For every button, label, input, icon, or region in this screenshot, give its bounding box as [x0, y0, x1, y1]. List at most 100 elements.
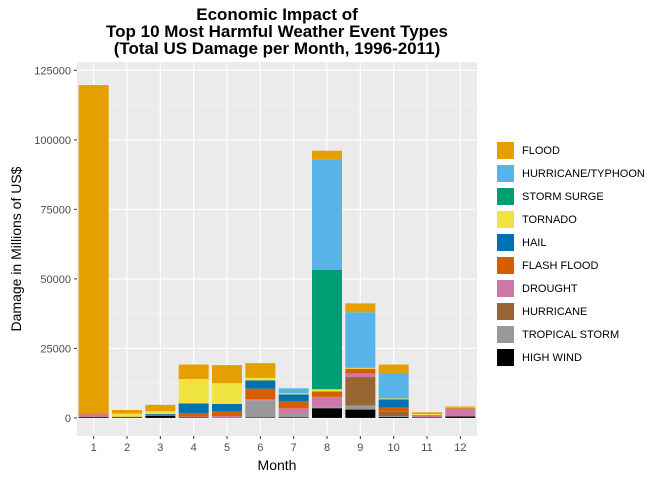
- bar-tornado-month-6: [245, 377, 276, 381]
- bar-hurricane-typhoon-month-7: [278, 388, 309, 394]
- legend-label: FLOOD: [522, 144, 560, 157]
- legend-item-hail: HAIL: [496, 231, 645, 254]
- bar-hurricane-month-9: [345, 377, 376, 406]
- bar-flash-flood-month-12: [445, 408, 476, 410]
- bar-flood-month-8: [312, 150, 342, 160]
- bar-storm-surge-month-8: [312, 269, 342, 390]
- legend-label: STORM SURGE: [522, 190, 604, 203]
- bar-tornado-month-5: [212, 383, 242, 405]
- bar-hail-month-6: [245, 380, 276, 389]
- bar-flash-flood-month-9: [345, 368, 376, 374]
- bar-tropical-storm-month-9: [345, 405, 376, 410]
- x-tick-label: 8: [324, 442, 330, 454]
- legend-swatch: [496, 187, 515, 206]
- bar-drought-month-9: [345, 373, 376, 378]
- legend-label: TORNADO: [522, 213, 577, 226]
- bar-flash-flood-month-3: [145, 414, 176, 416]
- bar-flood-month-3: [145, 404, 176, 412]
- legend-item-tropical-storm: TROPICAL STORM: [496, 323, 645, 346]
- bar-hail-month-4: [178, 403, 209, 413]
- legend-label: HIGH WIND: [522, 351, 582, 364]
- plot-panel: [77, 62, 477, 436]
- bar-tropical-storm-month-10: [378, 415, 409, 417]
- legend-swatch: [496, 256, 515, 275]
- legend-label: HURRICANE: [522, 305, 588, 318]
- x-tick-label: 7: [291, 442, 297, 454]
- legend-swatch: [496, 141, 515, 160]
- bar-flash-flood-month-4: [178, 412, 209, 417]
- bar-high-wind-month-4: [178, 417, 209, 418]
- bar-flood-month-2: [112, 410, 142, 414]
- legend-item-hurricane-typhoon: HURRICANE/TYPHOON: [496, 162, 645, 185]
- bar-flash-flood-month-10: [378, 407, 409, 412]
- bar-high-wind-month-12: [445, 416, 476, 418]
- bar-hail-month-10: [378, 399, 409, 408]
- legend-label: DROUGHT: [522, 282, 578, 295]
- x-tick-label: 6: [257, 442, 263, 454]
- legend-label: HURRICANE/TYPHOON: [522, 167, 645, 180]
- bar-hurricane-month-10: [378, 411, 409, 416]
- bar-high-wind-month-3: [145, 415, 176, 418]
- bar-high-wind-month-7: [278, 417, 309, 418]
- bar-flash-flood-month-5: [212, 410, 242, 417]
- bar-high-wind-month-6: [245, 417, 276, 418]
- legend-swatch: [496, 325, 515, 344]
- legend-item-drought: DROUGHT: [496, 277, 645, 300]
- x-tick-label: 3: [157, 442, 163, 454]
- bar-hail-month-3: [145, 414, 176, 415]
- bar-flash-flood-month-8: [312, 391, 342, 397]
- bar-hail-month-5: [212, 404, 242, 411]
- legend-item-tornado: TORNADO: [496, 208, 645, 231]
- bar-drought-month-4: [178, 416, 209, 418]
- legend-item-storm-surge: STORM SURGE: [496, 185, 645, 208]
- y-tick-label: 100000: [34, 135, 71, 147]
- legend-item-high-wind: HIGH WIND: [496, 346, 645, 369]
- legend: FLOOD HURRICANE/TYPHOON STORM SURGE TORNADO…: [496, 139, 645, 369]
- x-axis-title: Month: [258, 457, 297, 473]
- bar-tornado-month-11: [412, 414, 442, 415]
- bar-tornado-month-8: [312, 389, 342, 392]
- bar-high-wind-month-11: [412, 417, 442, 418]
- legend-item-flash-flood: FLASH FLOOD: [496, 254, 645, 277]
- x-tick-label: 11: [421, 442, 432, 454]
- bar-flood-month-1: [78, 85, 109, 414]
- legend-label: TROPICAL STORM: [522, 328, 620, 341]
- legend-swatch: [496, 233, 515, 252]
- bar-tornado-month-2: [112, 413, 142, 417]
- bar-drought-month-1: [78, 414, 109, 418]
- bar-flash-flood-month-1: [78, 413, 109, 415]
- bar-high-wind-month-9: [345, 409, 376, 418]
- bar-flood-month-4: [178, 364, 209, 379]
- bar-drought-month-12: [445, 409, 476, 417]
- bar-tropical-storm-month-7: [278, 413, 309, 418]
- y-tick-label: 50000: [40, 274, 71, 286]
- chart-title-line-2: Top 10 Most Harmful Weather Event Types: [106, 22, 448, 41]
- bar-flash-flood-month-7: [278, 401, 309, 409]
- bar-drought-month-6: [245, 399, 276, 401]
- x-tick-label: 5: [224, 442, 230, 454]
- bar-drought-month-8: [312, 396, 342, 408]
- bar-flood-month-11: [412, 412, 442, 415]
- bar-flash-flood-month-6: [245, 388, 276, 400]
- bar-tornado-month-3: [145, 411, 176, 415]
- x-tick-label: 4: [191, 442, 197, 454]
- bar-hurricane-typhoon-month-9: [345, 312, 376, 368]
- legend-label: FLASH FLOOD: [522, 259, 599, 272]
- x-tick-label: 1: [91, 442, 97, 454]
- bar-tornado-month-12: [445, 407, 476, 409]
- legend-swatch: [496, 279, 515, 298]
- bar-hurricane-typhoon-month-8: [312, 159, 342, 270]
- bar-high-wind-month-8: [312, 408, 342, 418]
- legend-swatch: [496, 302, 515, 321]
- legend-swatch: [496, 210, 515, 229]
- y-axis-title: Damage in Millions of US$: [8, 166, 24, 331]
- bar-flood-month-10: [378, 364, 409, 374]
- y-tick-label: 125000: [34, 65, 71, 77]
- bar-flood-month-12: [445, 406, 476, 408]
- x-tick-label: 9: [357, 442, 363, 454]
- legend-item-flood: FLOOD: [496, 139, 645, 162]
- y-tick-label: 0: [65, 413, 71, 425]
- chart-title-line-3: (Total US Damage per Month, 1996-2011): [113, 39, 441, 58]
- bar-tornado-month-7: [278, 393, 309, 395]
